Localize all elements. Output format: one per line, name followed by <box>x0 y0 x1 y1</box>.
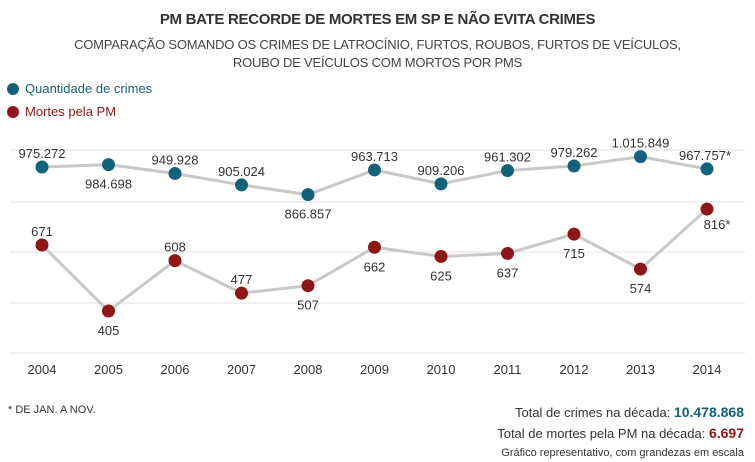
x-tick-label: 2010 <box>427 362 456 377</box>
legend-dot-icon <box>7 82 19 95</box>
data-point <box>700 202 714 216</box>
data-label: 961.302 <box>484 150 531 165</box>
total-deaths: Total de mortes pela PM na década: 6.697 <box>497 425 744 441</box>
data-label: 662 <box>364 259 386 274</box>
data-label: 967.757* <box>679 148 731 163</box>
data-point <box>235 286 248 300</box>
legend-item-deaths: Mortes pela PM <box>7 104 116 119</box>
scale-note: Gráfico representativo, com grandezas em… <box>501 447 744 459</box>
total-deaths-label: Total de mortes pela PM na década: <box>497 426 709 441</box>
data-point <box>301 279 315 293</box>
data-label: 477 <box>231 272 253 287</box>
data-point <box>35 160 49 174</box>
data-point <box>301 188 315 202</box>
x-tick-label: 2004 <box>28 362 57 377</box>
x-tick-label: 2006 <box>161 362 190 377</box>
data-point <box>567 227 581 241</box>
subtitle-line-1: COMPARAÇÃO SOMANDO OS CRIMES DE LATROCÍN… <box>74 37 681 52</box>
chart-subtitle: COMPARAÇÃO SOMANDO OS CRIMES DE LATROCÍN… <box>0 36 755 72</box>
data-point <box>35 238 49 252</box>
data-point <box>501 246 514 260</box>
legend-label: Mortes pela PM <box>25 104 117 119</box>
x-tick-label: 2013 <box>626 362 655 377</box>
total-crimes: Total de crimes na década: 10.478.868 <box>515 404 744 420</box>
data-point <box>168 166 182 180</box>
data-label: 574 <box>630 281 652 296</box>
x-tick-label: 2011 <box>494 362 522 377</box>
data-label: 866.857 <box>285 207 332 222</box>
x-tick-label: 2008 <box>294 362 323 377</box>
data-point <box>567 159 581 173</box>
total-crimes-value: 10.478.868 <box>673 404 744 420</box>
total-crimes-label: Total de crimes na década: <box>514 405 674 420</box>
subtitle-line-2: ROUBO DE VEÍCULOS COM MORTOS POR PMS <box>232 55 523 70</box>
data-point <box>368 240 381 254</box>
data-label: 984.698 <box>85 177 132 192</box>
x-tick-label: 2009 <box>360 362 389 377</box>
footnote: * DE JAN. A NOV. <box>8 404 96 416</box>
data-point <box>102 158 115 172</box>
data-label: 949.928 <box>152 152 199 167</box>
data-point <box>434 249 448 263</box>
total-deaths-value: 6.697 <box>708 425 744 441</box>
data-point <box>634 150 647 164</box>
chart-title: PM BATE RECORDE DE MORTES EM SP E NÃO EV… <box>159 11 596 28</box>
data-label: 637 <box>497 265 519 280</box>
data-label: 909.206 <box>418 163 465 178</box>
x-tick-label: 2014 <box>693 362 722 377</box>
data-point <box>434 177 448 191</box>
data-label: 975.272 <box>19 146 66 161</box>
legend-dot-icon <box>7 105 19 118</box>
data-label: 405 <box>98 323 120 338</box>
data-label: 979.262 <box>551 145 598 160</box>
data-label: 963.713 <box>351 149 398 164</box>
legend-label: Quantidade de crimes <box>25 81 153 96</box>
data-label: 671 <box>31 224 53 239</box>
data-label: 625 <box>430 268 452 283</box>
data-label: 608 <box>164 240 186 255</box>
x-tick-label: 2012 <box>560 362 589 377</box>
data-point <box>235 178 248 192</box>
data-label: 1.015.849 <box>612 136 670 151</box>
data-label: 507 <box>297 298 319 313</box>
data-point <box>102 304 115 318</box>
x-tick-label: 2007 <box>227 362 256 377</box>
data-label: 715 <box>563 246 585 261</box>
data-point <box>168 254 182 268</box>
data-label: 905.024 <box>218 164 265 179</box>
data-point <box>501 164 514 178</box>
x-tick-label: 2005 <box>94 362 123 377</box>
data-point <box>634 262 647 276</box>
data-label: 816* <box>704 217 731 232</box>
data-point <box>368 163 381 177</box>
data-point <box>700 162 714 176</box>
legend-item-crimes: Quantidade de crimes <box>7 81 152 96</box>
